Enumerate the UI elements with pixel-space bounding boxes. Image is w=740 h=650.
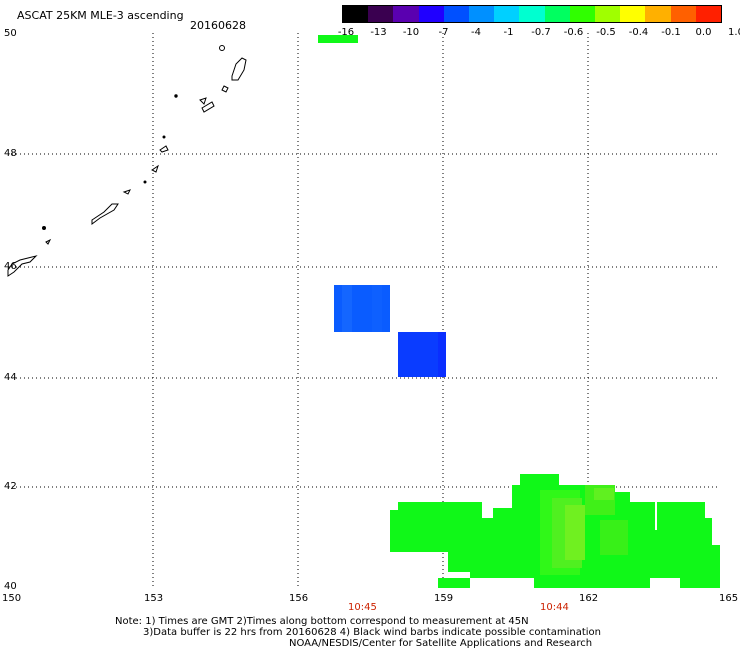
blue-swath [334, 285, 446, 377]
x-label-165: 165 [719, 593, 739, 604]
colorbar-label: -7 [438, 27, 449, 38]
y-label-48: 48 [4, 148, 17, 159]
x-label-153: 153 [144, 593, 164, 604]
colorbar-label: -0.4 [628, 27, 649, 38]
map-date: 20160628 [190, 19, 246, 32]
colorbar-segment [418, 6, 444, 22]
colorbar-segment [519, 6, 545, 22]
colorbar-label: -0.5 [596, 27, 616, 38]
note-line-2: 3)Data buffer is 22 hrs from 20160628 4)… [143, 627, 601, 638]
colorbar-segment [469, 6, 495, 22]
colorbar-segment [544, 6, 570, 22]
colorbar-label: -0.1 [661, 27, 681, 38]
colorbar-label: -4 [471, 27, 481, 38]
map-title: ASCAT 25KM MLE-3 ascending [17, 9, 184, 22]
x-label-156: 156 [289, 593, 309, 604]
note-line-1: Note: 1) Times are GMT 2)Times along bot… [115, 616, 529, 627]
kuril-islands [7, 45, 247, 277]
colorbar-label: -0.7 [531, 27, 551, 38]
time-label-1044: 10:44 [540, 602, 569, 613]
y-label-46: 46 [4, 261, 17, 272]
colorbar-labels: -16 -13 -10 -7 -4 -1 -0.7 -0.6 -0.5 -0.4 -0.1 0.0 1.… [330, 27, 740, 39]
colorbar-label: 0.0 [695, 27, 712, 38]
colorbar-segment [569, 6, 596, 22]
colorbar-segment [393, 6, 419, 22]
colorbar-segment [645, 6, 671, 22]
green-swath [390, 474, 720, 588]
colorbar [342, 5, 722, 23]
colorbar-label: -10 [402, 27, 420, 38]
note-line-3: NOAA/NESDIS/Center for Satellite Applica… [289, 638, 593, 649]
colorbar-segment [595, 6, 621, 22]
y-label-50: 50 [4, 28, 17, 39]
colorbar-segment [494, 6, 520, 22]
y-label-42: 42 [4, 481, 17, 492]
legend-swatch [318, 35, 358, 43]
colorbar-label: -13 [370, 27, 387, 38]
x-label-150: 150 [2, 593, 22, 604]
colorbar-label: -16 [337, 27, 355, 38]
x-label-162: 162 [579, 593, 599, 604]
colorbar-segment [343, 6, 369, 22]
x-label-159: 159 [434, 593, 454, 604]
y-label-44: 44 [4, 372, 17, 383]
colorbar-segment [695, 6, 722, 22]
time-label-1045: 10:45 [348, 602, 377, 613]
colorbar-label: -0.6 [563, 27, 584, 38]
y-label-40: 40 [4, 581, 17, 592]
colorbar-segment [368, 6, 394, 22]
colorbar-segment [443, 6, 470, 22]
colorbar-label: -1 [503, 27, 514, 38]
colorbar-segment [620, 6, 646, 22]
colorbar-label: 1.0 [728, 27, 740, 38]
grid-lines [8, 33, 720, 588]
footnotes: Note: 1) Times are GMT 2)Times along bot… [115, 616, 601, 649]
colorbar-segment [670, 6, 696, 22]
